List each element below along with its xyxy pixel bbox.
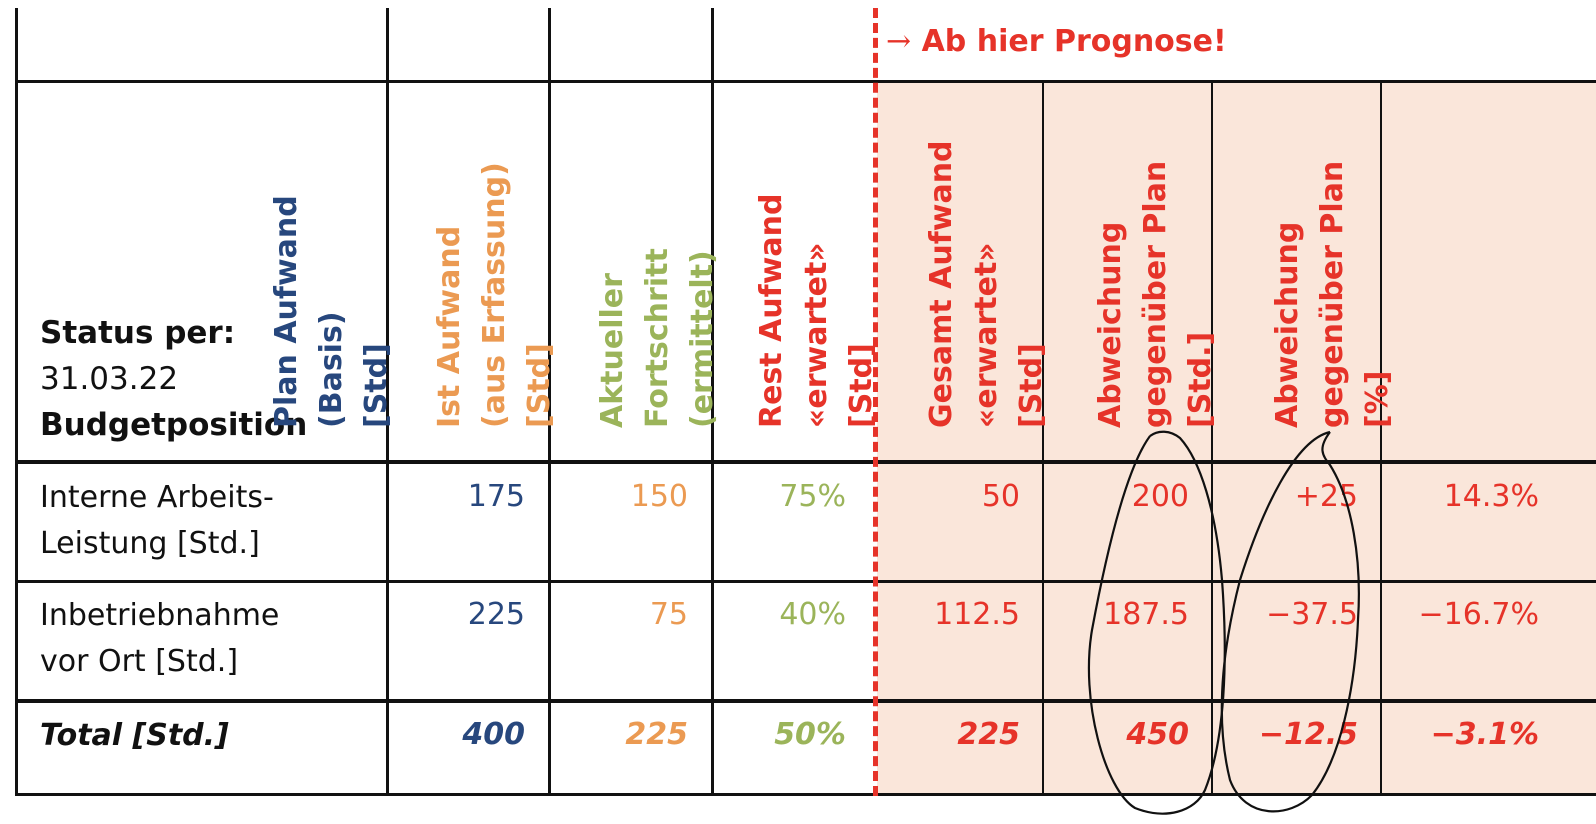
forecast-banner-text: Ab hier Prognose! [921,24,1227,59]
total-plan: 400 [462,717,525,752]
arrow-icon: → [886,24,912,59]
cell-rest: 50 [981,479,1020,514]
cell-total-expected: 200 [1131,479,1189,514]
cell-actual: 150 [630,479,688,514]
total-expected: 450 [1126,717,1189,752]
cell-plan: 175 [467,479,525,514]
cell-plan: 225 [467,597,525,632]
forecast-divider-dashed-line [873,8,878,796]
column-divider [1380,83,1382,796]
row-label-line: vor Ort [Std.] [40,644,239,679]
total-row-label: Total [Std.] [40,718,229,753]
total-progress: 50% [774,717,846,752]
column-divider [1211,83,1213,796]
row-label-line: Interne Arbeits- [40,480,274,515]
total-rest: 225 [957,717,1020,752]
cell-rest: 112.5 [934,597,1020,632]
status-date: 31.03.22 [40,361,179,397]
forecast-shaded-area [877,83,1596,796]
total-actual: 225 [625,717,688,752]
cell-progress: 40% [779,597,846,632]
column-divider [1042,83,1044,796]
table-bottom-rule [15,793,1596,796]
header-bottom-rule [15,460,1596,464]
total-divider [15,699,1596,703]
cell-deviation-hours: −37.5 [1266,597,1358,632]
status-label: Status per: [40,315,236,351]
row-divider [15,580,1596,583]
column-divider [548,8,551,796]
budget-position-label: Budgetposition [40,407,308,443]
status-header-cell: Status per: 31.03.22 Budgetposition [40,310,307,448]
row-label-commissioning: Inbetriebnahme vor Ort [Std.] [40,593,279,685]
row-label-line: Leistung [Std.] [40,526,260,561]
ink-loop-total-expected [1087,430,1226,815]
column-divider [711,8,714,796]
row-label-internal-work: Interne Arbeits- Leistung [Std.] [40,475,274,567]
column-divider [15,8,18,796]
cell-deviation-pct: −16.7% [1418,597,1539,632]
cell-progress: 75% [779,479,846,514]
cell-total-expected: 187.5 [1103,597,1189,632]
total-deviation-pct: −3.1% [1430,717,1539,752]
row-label-line: Inbetriebnahme [40,598,280,633]
cell-actual: 75 [649,597,688,632]
forecast-banner: → Ab hier Prognose! [886,24,1227,59]
column-divider [386,8,389,796]
header-top-rule [15,80,1596,83]
cell-deviation-pct: 14.3% [1443,479,1539,514]
ink-loop-deviation-hours [1220,430,1360,813]
